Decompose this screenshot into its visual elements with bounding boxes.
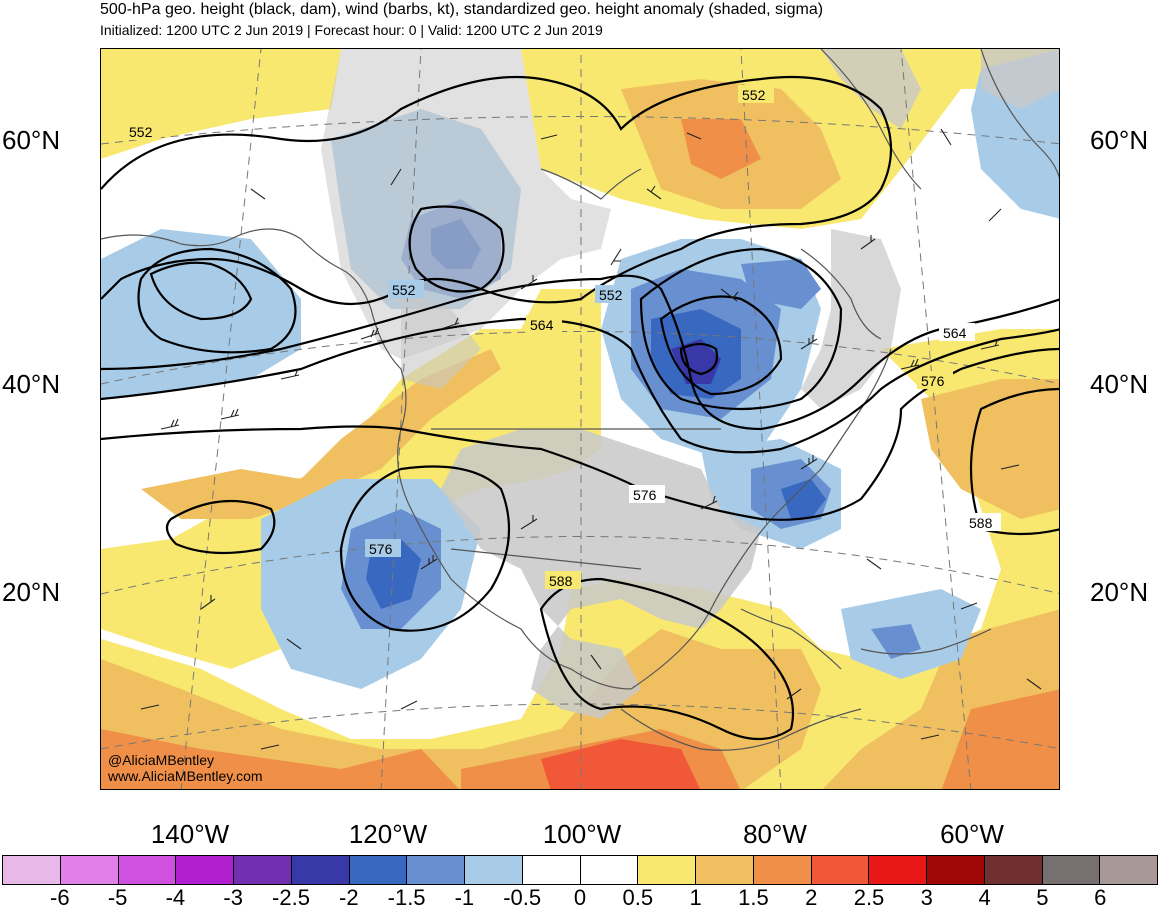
- contour-label-588: 588: [969, 515, 993, 531]
- colorbar-tick-label: 1: [689, 885, 702, 910]
- wind-barbs: [140, 128, 1042, 750]
- colorbar-swatch: [580, 856, 639, 884]
- colorbar-tick-label: -2: [339, 885, 359, 910]
- lat-label-20n-right: 20°N: [1090, 577, 1149, 607]
- colorbar-swatch: [811, 856, 870, 884]
- colorbar-tick-label: -4: [165, 885, 186, 910]
- colorbar-tick-label: -1: [454, 885, 475, 910]
- contour-label-564: 564: [943, 325, 967, 341]
- colorbar-tick-label: 0.5: [622, 885, 654, 910]
- colorbar-swatch: [465, 856, 523, 884]
- colorbar-tick-label: 2.5: [853, 885, 885, 910]
- credit-handle: @AliciaMBentley: [108, 752, 215, 768]
- colorbar-swatch: [176, 856, 234, 884]
- contour-label-576: 576: [633, 487, 657, 503]
- contour-label-588: 588: [549, 573, 573, 589]
- colorbar-swatch: [291, 856, 350, 884]
- colorbar-tick-label: -0.5: [503, 885, 542, 910]
- contour-label-552: 552: [742, 87, 766, 103]
- lon-label-60w: 60°W: [940, 819, 1004, 849]
- colorbar-swatch: [407, 856, 465, 884]
- weather-map: 552 552 552 552 564 564 576 576 576 588 …: [101, 49, 1059, 789]
- graticule: [101, 49, 1059, 789]
- chart-subtitle: Initialized: 1200 UTC 2 Jun 2019 | Forec…: [100, 22, 603, 38]
- colorbar-tick-label: -2.5: [272, 885, 310, 910]
- contour-label-552: 552: [129, 124, 153, 140]
- colorbar-swatch: [60, 856, 119, 884]
- positive-anomaly-shading: [101, 49, 1059, 789]
- colorbar-tick-label: -1.5: [387, 885, 426, 910]
- chart-title: 500-hPa geo. height (black, dam), wind (…: [100, 1, 824, 18]
- lon-label-140w: 140°W: [150, 819, 230, 849]
- colorbar-swatch: [753, 856, 812, 884]
- colorbar-swatch: [869, 856, 927, 884]
- contour-label-552: 552: [599, 287, 623, 303]
- colorbar-swatch: [696, 856, 754, 884]
- colorbar-swatch: [118, 856, 177, 884]
- anomaly-colorbar: [2, 855, 1158, 885]
- colorbar-tick-label: 5: [1036, 885, 1049, 910]
- colorbar-tick-label: 2: [805, 885, 818, 910]
- colorbar-tick-label: -5: [107, 885, 128, 910]
- map-panel: 552 552 552 552 564 564 576 576 576 588 …: [100, 48, 1060, 790]
- colorbar-swatch: [349, 856, 408, 884]
- lat-label-60n-left: 60°N: [2, 125, 61, 155]
- colorbar-tick-label: 6: [1094, 885, 1107, 910]
- colorbar-tick-label: 1.5: [738, 885, 769, 910]
- contour-label-564: 564: [530, 317, 554, 333]
- colorbar-swatch: [3, 856, 61, 884]
- colorbar-swatch: [638, 856, 696, 884]
- lat-label-60n-right: 60°N: [1090, 125, 1149, 155]
- colorbar-tick-label: 3: [920, 885, 933, 910]
- contour-label-552: 552: [392, 282, 416, 298]
- contour-label-576: 576: [369, 541, 393, 557]
- lon-label-120w: 120°W: [348, 819, 428, 849]
- colorbar-swatch: [234, 856, 292, 884]
- colorbar-tick-label: -3: [223, 885, 243, 910]
- colorbar-swatch: [1042, 856, 1101, 884]
- lat-label-40n-right: 40°N: [1090, 369, 1149, 399]
- colorbar-swatch: [927, 856, 985, 884]
- lat-label-40n-left: 40°N: [2, 369, 61, 399]
- lat-label-20n-left: 20°N: [2, 577, 61, 607]
- lon-label-100w: 100°W: [542, 819, 622, 849]
- coastlines: [101, 49, 1059, 751]
- colorbar-swatch: [984, 856, 1043, 884]
- contour-label-576: 576: [921, 373, 945, 389]
- height-contours: [101, 75, 1059, 740]
- lon-label-80w: 80°W: [743, 819, 807, 849]
- colorbar-tick-label: -6: [50, 885, 70, 910]
- colorbar-swatch: [1100, 856, 1157, 884]
- credit-url: www.AliciaMBentley.com: [108, 768, 263, 784]
- colorbar-swatch: [522, 856, 581, 884]
- colorbar-tick-label: 4: [978, 885, 991, 910]
- colorbar-tick-label: 0: [573, 885, 587, 910]
